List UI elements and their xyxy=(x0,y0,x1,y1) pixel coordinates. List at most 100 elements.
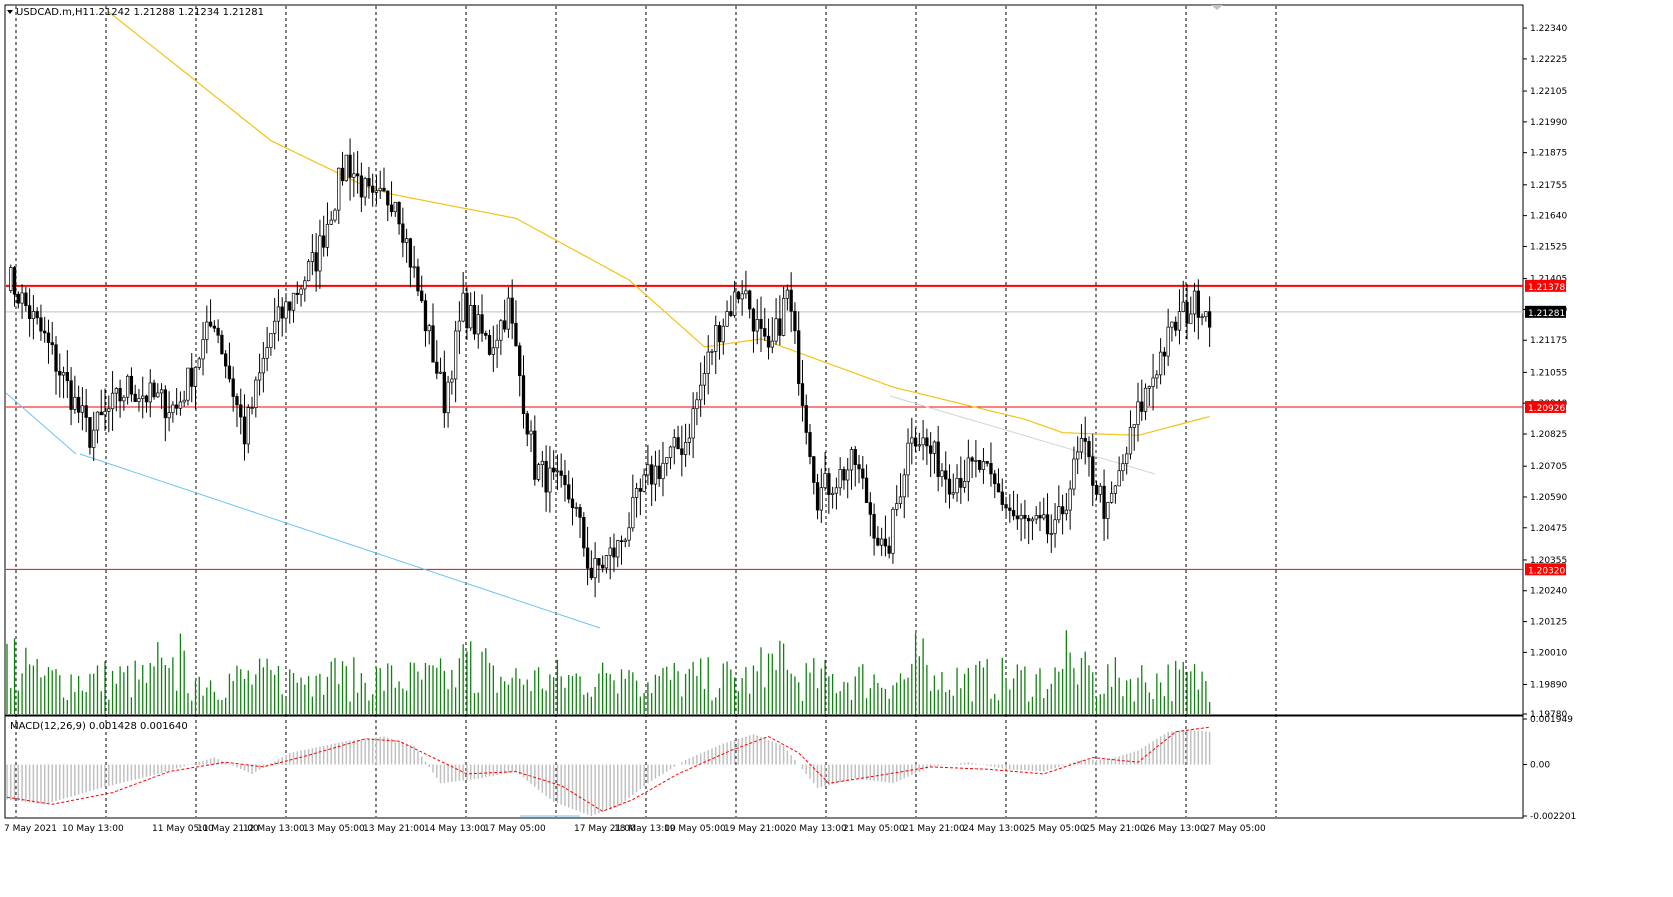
candle-body xyxy=(913,437,918,447)
candle-body xyxy=(435,361,439,374)
candle-body xyxy=(1008,507,1012,511)
macd-pane[interactable] xyxy=(4,715,1524,819)
candle-body xyxy=(103,411,107,416)
time-label-2: 11 May 05:00 xyxy=(152,824,214,834)
candle-body xyxy=(676,437,680,450)
candle-body xyxy=(412,266,416,269)
candle-body xyxy=(570,498,575,509)
candle-body xyxy=(510,297,514,324)
macd-axis: 0.001949 0.00 -0.002201 xyxy=(1523,715,1576,822)
candle-body xyxy=(359,175,364,198)
candle-body xyxy=(250,407,254,409)
candle-body xyxy=(891,508,895,554)
candle-body xyxy=(284,301,288,319)
candle-body xyxy=(118,388,122,402)
candle-body xyxy=(940,470,944,477)
chart-shift-marker-icon[interactable] xyxy=(1211,5,1223,10)
candle-body xyxy=(340,167,345,182)
candle-body xyxy=(299,288,303,295)
candle-body xyxy=(770,340,774,348)
horizontal-levels xyxy=(6,284,1523,570)
candle-body xyxy=(959,477,963,488)
candle-body xyxy=(544,460,548,493)
candle-body xyxy=(849,449,854,471)
candle-body xyxy=(1151,377,1155,387)
candle-body xyxy=(506,297,511,330)
candle-body xyxy=(604,555,609,569)
candle-body xyxy=(397,201,401,225)
price-tick-label-4: 1.21875 xyxy=(1530,149,1567,159)
candle-body xyxy=(793,310,797,332)
candle-body xyxy=(1177,311,1182,331)
candle-body xyxy=(401,223,405,243)
candle-body xyxy=(699,384,703,401)
main-pane[interactable] xyxy=(4,4,1524,716)
candle-body xyxy=(1155,374,1159,379)
candle-body xyxy=(1004,504,1008,509)
candle-body xyxy=(781,297,786,336)
level-label-2: 1.20926 xyxy=(1528,404,1565,414)
candle-body xyxy=(1196,290,1200,318)
candle-body xyxy=(175,404,179,409)
candle-body xyxy=(1143,387,1148,412)
candle-body xyxy=(129,375,134,395)
triangle-down-icon[interactable] xyxy=(7,10,13,14)
candle-body xyxy=(631,497,635,529)
candle-body xyxy=(303,280,307,290)
candle-body xyxy=(1019,514,1023,520)
price-tick-label-21: 1.19890 xyxy=(1530,681,1567,691)
candle-body xyxy=(993,473,997,485)
level-label-bg-1 xyxy=(1525,305,1566,318)
candle-body xyxy=(1011,510,1016,517)
candlesticks xyxy=(9,138,1212,598)
candle-body xyxy=(265,347,269,359)
candle-body xyxy=(834,487,839,494)
price-tick-label-22: 1.19780 xyxy=(1530,710,1567,720)
candle-body xyxy=(404,238,409,243)
candle-body xyxy=(830,492,835,495)
candle-body xyxy=(589,567,593,579)
candle-body xyxy=(344,154,348,182)
candle-body xyxy=(144,395,149,403)
candle-body xyxy=(612,547,616,558)
candle-body xyxy=(273,320,277,334)
candle-body xyxy=(827,473,831,495)
price-tick-label-11: 1.21055 xyxy=(1530,368,1567,378)
level-label-3: 1.20320 xyxy=(1528,566,1565,576)
candle-body xyxy=(864,477,869,503)
candle-body xyxy=(484,332,488,336)
candle-body xyxy=(453,330,458,380)
candle-body xyxy=(1166,326,1170,357)
candle-body xyxy=(239,404,243,418)
candle-body xyxy=(1125,453,1129,465)
candle-body xyxy=(1181,301,1185,312)
candle-body xyxy=(789,289,793,312)
price-tick-label-5: 1.21755 xyxy=(1530,181,1567,191)
candle-body xyxy=(521,375,526,414)
candle-body xyxy=(574,506,578,509)
macd-label: MACD(12,26,9) 0.001428 0.001640 xyxy=(10,721,188,732)
candle-body xyxy=(190,367,194,387)
candle-body xyxy=(54,344,58,372)
candle-body xyxy=(710,350,714,353)
candle-body xyxy=(99,411,103,416)
trend-lines[interactable] xyxy=(5,392,1156,629)
price-tick-label-2: 1.22105 xyxy=(1530,87,1567,97)
candle-body xyxy=(585,547,590,569)
price-tick-label-0: 1.22340 xyxy=(1530,24,1567,34)
time-label-6: 13 May 21:00 xyxy=(363,824,425,834)
candle-body xyxy=(92,429,96,448)
price-tick-label-3: 1.21990 xyxy=(1530,118,1567,128)
time-label-10: 18 May 13:00 xyxy=(614,824,676,834)
candle-body xyxy=(1072,458,1076,490)
candle-body xyxy=(1060,506,1065,515)
candle-body xyxy=(371,185,375,193)
candle-body xyxy=(721,325,725,343)
candle-body xyxy=(261,357,266,374)
candle-body xyxy=(925,437,929,447)
candle-body xyxy=(201,339,205,360)
candle-body xyxy=(450,378,454,383)
price-tick-label-6: 1.21640 xyxy=(1530,212,1567,222)
candle-body xyxy=(1204,311,1208,318)
